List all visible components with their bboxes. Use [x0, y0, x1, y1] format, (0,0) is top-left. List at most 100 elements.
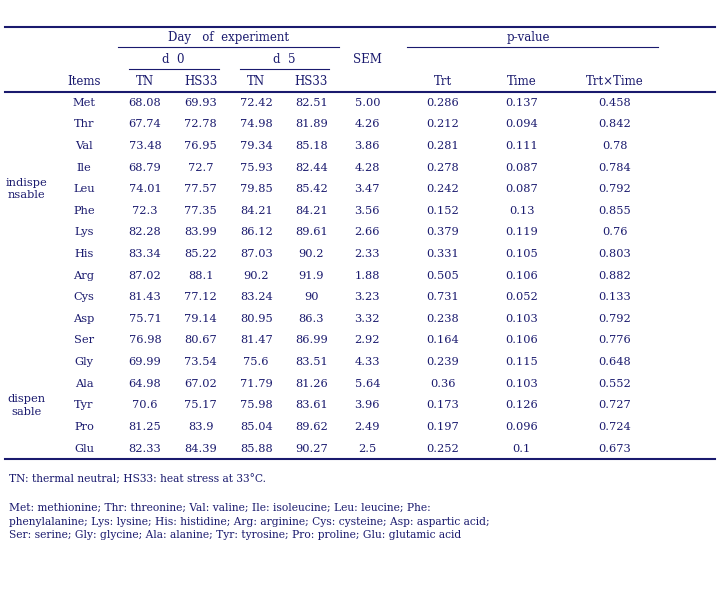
Text: Lys: Lys [74, 228, 93, 237]
Text: 0.087: 0.087 [505, 184, 538, 194]
Text: 71.79: 71.79 [239, 379, 273, 389]
Text: 3.56: 3.56 [354, 205, 380, 216]
Text: 0.331: 0.331 [426, 249, 459, 259]
Text: 0.784: 0.784 [599, 162, 631, 173]
Text: 85.18: 85.18 [295, 141, 328, 151]
Text: 0.119: 0.119 [505, 228, 538, 237]
Text: 5.64: 5.64 [354, 379, 380, 389]
Text: 81.26: 81.26 [295, 379, 328, 389]
Text: d  5: d 5 [273, 53, 295, 66]
Text: 2.92: 2.92 [354, 335, 380, 346]
Text: 73.48: 73.48 [129, 141, 161, 151]
Text: 3.86: 3.86 [354, 141, 380, 151]
Text: 91.9: 91.9 [298, 271, 324, 280]
Text: 0.36: 0.36 [430, 379, 455, 389]
Text: 0.855: 0.855 [599, 205, 631, 216]
Text: Arg: Arg [73, 271, 94, 280]
Text: 81.43: 81.43 [129, 292, 161, 302]
Text: Cys: Cys [73, 292, 94, 302]
Text: 0.776: 0.776 [599, 335, 631, 346]
Text: 0.505: 0.505 [426, 271, 459, 280]
Text: 0.103: 0.103 [505, 379, 538, 389]
Text: 73.54: 73.54 [185, 357, 217, 367]
Text: 0.115: 0.115 [505, 357, 538, 367]
Text: Trt: Trt [434, 74, 452, 87]
Text: 69.99: 69.99 [129, 357, 161, 367]
Text: 82.28: 82.28 [129, 228, 161, 237]
Text: 76.98: 76.98 [129, 335, 161, 346]
Text: 74.01: 74.01 [129, 184, 161, 194]
Text: 87.02: 87.02 [129, 271, 161, 280]
Text: 4.26: 4.26 [354, 119, 380, 129]
Text: 72.78: 72.78 [185, 119, 217, 129]
Text: dispen
sable: dispen sable [7, 394, 45, 416]
Text: 0.792: 0.792 [599, 184, 631, 194]
Text: Ala: Ala [75, 379, 93, 389]
Text: 0.13: 0.13 [509, 205, 534, 216]
Text: 0.103: 0.103 [505, 314, 538, 324]
Text: 83.99: 83.99 [185, 228, 217, 237]
Text: 0.106: 0.106 [505, 271, 538, 280]
Text: Val: Val [75, 141, 93, 151]
Text: 90.27: 90.27 [295, 444, 328, 453]
Text: 0.096: 0.096 [505, 422, 538, 432]
Text: 85.22: 85.22 [185, 249, 217, 259]
Text: HS33: HS33 [184, 74, 218, 87]
Text: 81.89: 81.89 [295, 119, 328, 129]
Text: 0.648: 0.648 [599, 357, 631, 367]
Text: 5.00: 5.00 [354, 98, 380, 108]
Text: 84.21: 84.21 [239, 205, 273, 216]
Text: 1.88: 1.88 [354, 271, 380, 280]
Text: 0.087: 0.087 [505, 162, 538, 173]
Text: TN: TN [247, 74, 265, 87]
Text: HS33: HS33 [295, 74, 328, 87]
Text: Ile: Ile [76, 162, 91, 173]
Text: 0.724: 0.724 [599, 422, 631, 432]
Text: 2.66: 2.66 [354, 228, 380, 237]
Text: 75.71: 75.71 [129, 314, 161, 324]
Text: 0.137: 0.137 [505, 98, 538, 108]
Text: 74.98: 74.98 [239, 119, 273, 129]
Text: TN: thermal neutral; HS33: heat stress at 33°C.: TN: thermal neutral; HS33: heat stress a… [9, 474, 265, 485]
Text: SEM: SEM [353, 53, 382, 66]
Text: Glu: Glu [74, 444, 94, 453]
Text: 67.02: 67.02 [185, 379, 217, 389]
Text: 3.23: 3.23 [354, 292, 380, 302]
Text: His: His [74, 249, 93, 259]
Text: 70.6: 70.6 [132, 400, 157, 410]
Text: 0.379: 0.379 [426, 228, 459, 237]
Text: 84.39: 84.39 [185, 444, 217, 453]
Text: 82.33: 82.33 [129, 444, 161, 453]
Text: 75.93: 75.93 [239, 162, 273, 173]
Text: 4.33: 4.33 [354, 357, 380, 367]
Text: 75.98: 75.98 [239, 400, 273, 410]
Text: 2.49: 2.49 [354, 422, 380, 432]
Text: 85.88: 85.88 [239, 444, 273, 453]
Text: TN: TN [136, 74, 154, 87]
Text: 83.61: 83.61 [295, 400, 328, 410]
Text: Trt×Time: Trt×Time [586, 74, 644, 87]
Text: 2.33: 2.33 [354, 249, 380, 259]
Text: d  0: d 0 [162, 53, 184, 66]
Text: 0.552: 0.552 [599, 379, 631, 389]
Text: 75.6: 75.6 [243, 357, 269, 367]
Text: 89.61: 89.61 [295, 228, 328, 237]
Text: 0.458: 0.458 [599, 98, 631, 108]
Text: 0.286: 0.286 [426, 98, 459, 108]
Text: 0.105: 0.105 [505, 249, 538, 259]
Text: Gly: Gly [74, 357, 93, 367]
Text: 81.25: 81.25 [129, 422, 161, 432]
Text: 83.51: 83.51 [295, 357, 328, 367]
Text: 90.2: 90.2 [243, 271, 269, 280]
Text: 0.1: 0.1 [513, 444, 531, 453]
Text: 86.99: 86.99 [295, 335, 328, 346]
Text: 2.5: 2.5 [358, 444, 377, 453]
Text: Day   of  experiment: Day of experiment [168, 31, 288, 44]
Text: p-value: p-value [507, 31, 551, 44]
Text: 86.12: 86.12 [239, 228, 273, 237]
Text: 0.727: 0.727 [599, 400, 631, 410]
Text: Leu: Leu [73, 184, 95, 194]
Text: 0.212: 0.212 [426, 119, 459, 129]
Text: Phe: Phe [73, 205, 95, 216]
Text: 83.34: 83.34 [129, 249, 161, 259]
